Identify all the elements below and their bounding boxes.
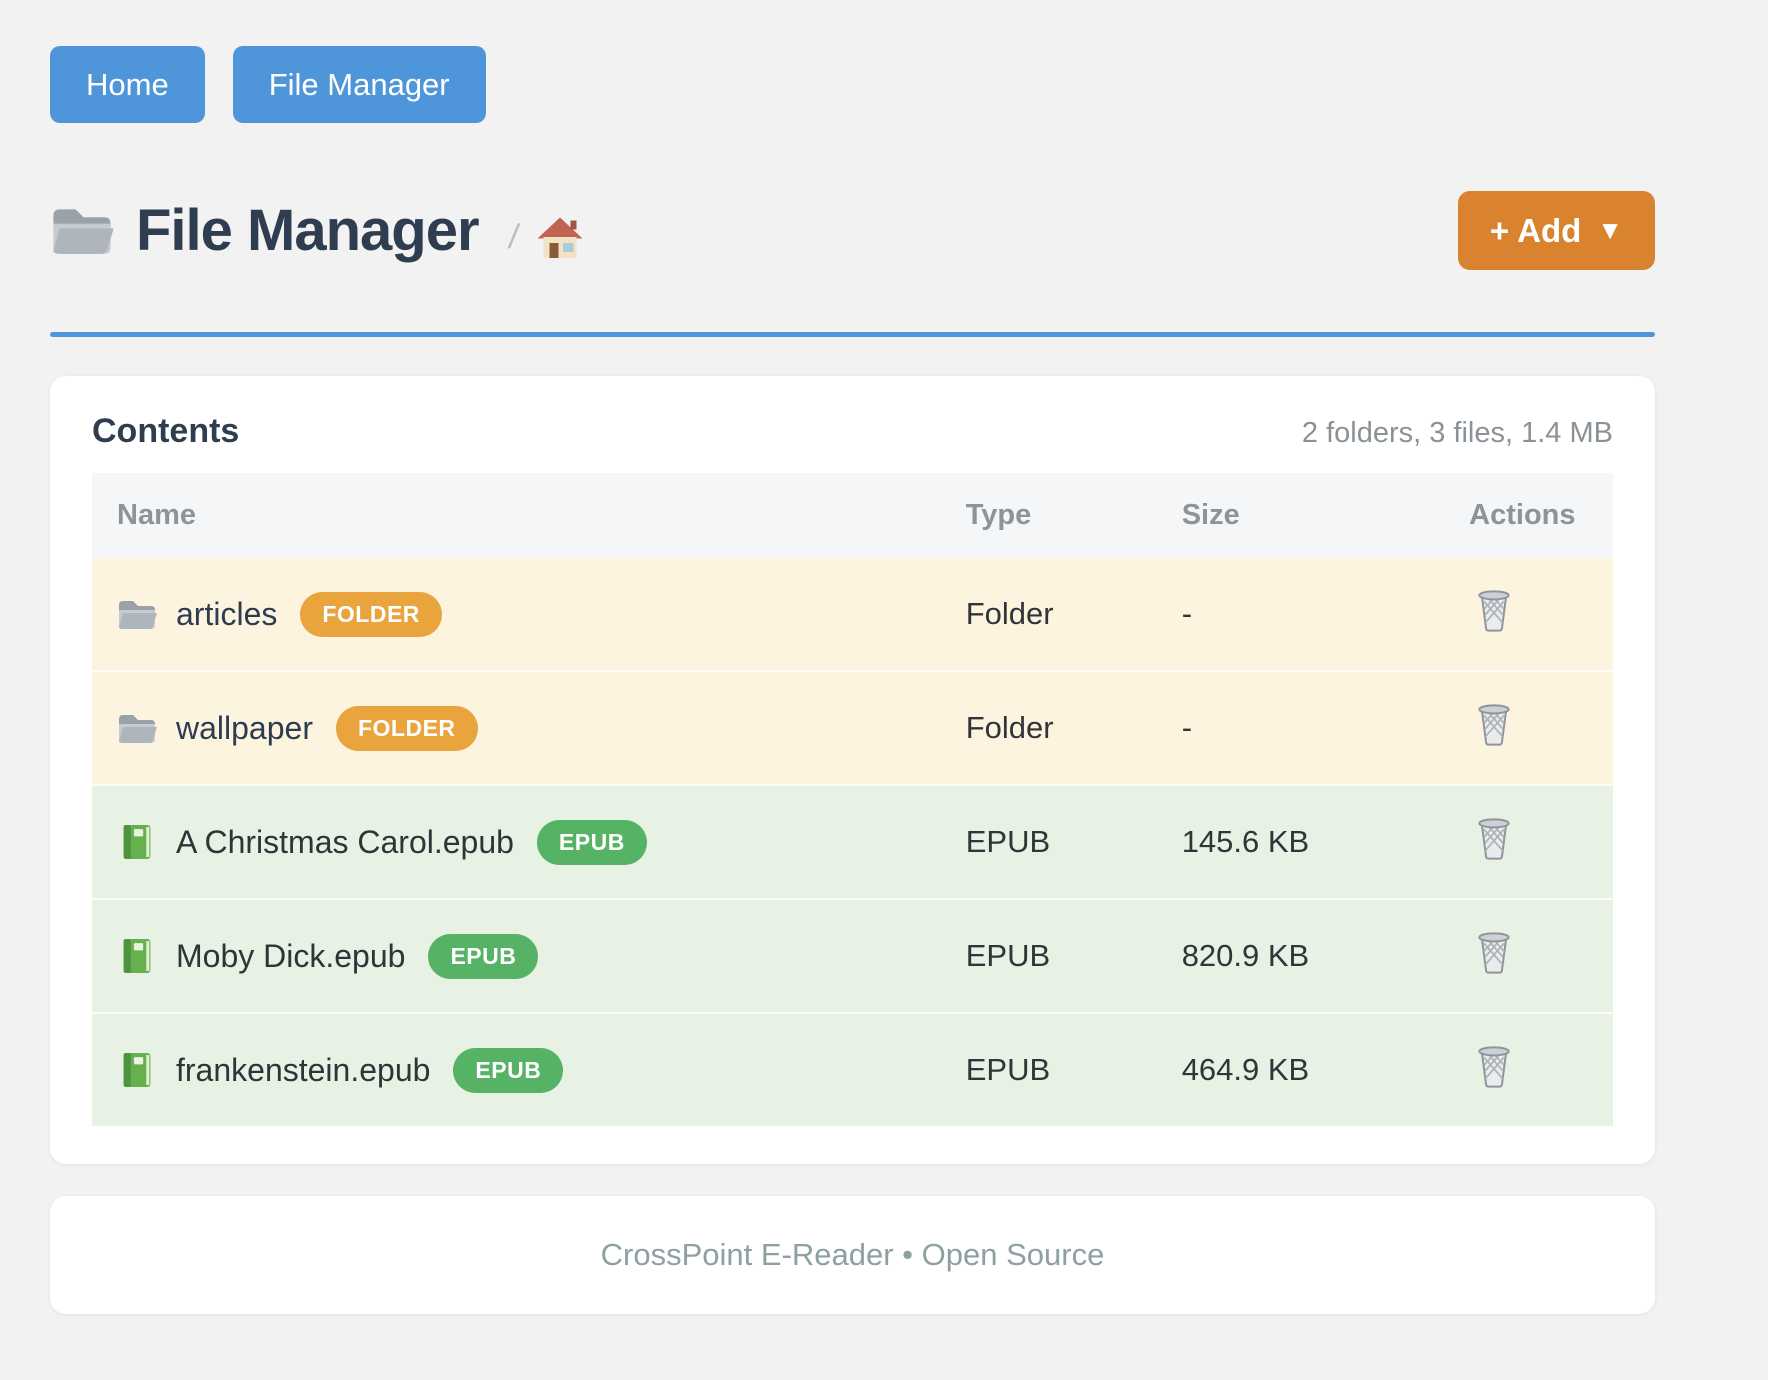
book-icon xyxy=(123,939,151,973)
file-link[interactable]: frankenstein.epub xyxy=(176,1051,431,1088)
page: Home File Manager File Manager / + Add ▼… xyxy=(50,0,1655,1314)
house-icon[interactable] xyxy=(536,213,584,261)
file-link[interactable]: Moby Dick.epub xyxy=(176,937,406,974)
delete-button[interactable] xyxy=(1469,1044,1513,1091)
contents-summary: 2 folders, 3 files, 1.4 MB xyxy=(1301,417,1613,449)
size-cell: - xyxy=(1156,670,1445,785)
folder-icon xyxy=(119,601,157,629)
column-header-actions: Actions xyxy=(1444,473,1613,558)
file-link[interactable]: A Christmas Carol.epub xyxy=(176,823,514,860)
size-cell: - xyxy=(1181,596,1193,631)
delete-button[interactable] xyxy=(1469,816,1513,863)
file-manager-button[interactable]: File Manager xyxy=(232,46,486,123)
top-navigation: Home File Manager xyxy=(50,0,1655,123)
add-button[interactable]: + Add ▼ xyxy=(1457,190,1655,270)
column-header-size: Size xyxy=(1156,473,1445,558)
trash-icon xyxy=(1478,818,1510,860)
type-cell: EPUB xyxy=(940,898,1157,1013)
type-badge: FOLDER xyxy=(335,705,478,751)
page-header: File Manager / + Add ▼ xyxy=(50,185,1655,275)
trash-icon xyxy=(1478,704,1510,746)
size-cell: 145.6 KB xyxy=(1156,784,1445,899)
type-cell: Folder xyxy=(965,596,1054,631)
file-table: Name Type Size Actions articles FOLDER F… xyxy=(92,473,1613,1126)
page-title: File Manager xyxy=(136,197,480,263)
table-row[interactable]: Moby Dick.epub EPUB EPUB 820.9 KB xyxy=(92,898,1613,1013)
table-row[interactable]: wallpaper FOLDER Folder - xyxy=(92,670,1613,785)
file-link[interactable]: articles xyxy=(176,595,278,632)
type-badge: FOLDER xyxy=(300,591,442,637)
footer: CrossPoint E-Reader • Open Source xyxy=(50,1196,1655,1314)
caret-down-icon: ▼ xyxy=(1597,215,1623,245)
book-icon xyxy=(123,825,151,859)
type-badge: EPUB xyxy=(428,933,539,979)
contents-heading: Contents xyxy=(92,412,240,450)
type-badge: EPUB xyxy=(453,1047,564,1093)
type-cell: EPUB xyxy=(940,1012,1157,1126)
file-link[interactable]: wallpaper xyxy=(176,709,313,746)
delete-button[interactable] xyxy=(1469,702,1513,749)
table-row[interactable]: frankenstein.epub EPUB EPUB 464.9 KB xyxy=(92,1012,1613,1126)
add-button-label: + Add xyxy=(1489,211,1582,249)
breadcrumb: / xyxy=(505,213,584,261)
footer-text: CrossPoint E-Reader • Open Source xyxy=(600,1237,1105,1272)
trash-icon xyxy=(1478,1046,1510,1088)
delete-button[interactable] xyxy=(1469,930,1513,977)
type-badge: EPUB xyxy=(536,819,647,865)
trash-icon xyxy=(1478,932,1510,974)
home-button[interactable]: Home xyxy=(50,46,205,123)
table-row[interactable]: A Christmas Carol.epub EPUB EPUB 145.6 K… xyxy=(92,784,1613,899)
type-cell: Folder xyxy=(940,670,1157,785)
contents-card-header: Contents 2 folders, 3 files, 1.4 MB xyxy=(92,412,1613,451)
size-cell: 820.9 KB xyxy=(1156,898,1445,1013)
contents-card: Contents 2 folders, 3 files, 1.4 MB Name… xyxy=(50,376,1655,1164)
column-header-type: Type xyxy=(940,473,1157,558)
header-divider xyxy=(50,332,1655,337)
folder-icon xyxy=(53,209,114,254)
trash-icon xyxy=(1478,590,1510,632)
table-row[interactable]: articles FOLDER Folder - xyxy=(92,558,1613,671)
book-icon xyxy=(123,1053,151,1087)
column-header-name: Name xyxy=(92,473,941,558)
delete-button[interactable] xyxy=(1469,588,1513,635)
type-cell: EPUB xyxy=(940,784,1157,899)
breadcrumb-separator: / xyxy=(505,217,521,256)
size-cell: 464.9 KB xyxy=(1156,1012,1445,1126)
folder-icon xyxy=(119,715,157,743)
file-table-header: Name Type Size Actions xyxy=(92,473,1613,558)
